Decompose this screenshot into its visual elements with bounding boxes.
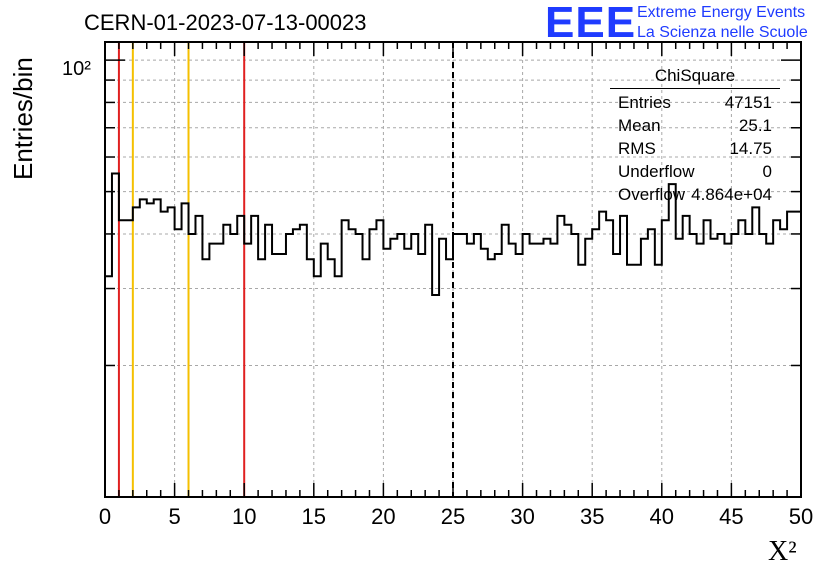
eee-logo: EEE	[545, 0, 637, 47]
eee-tagline-1: Extreme Energy Events	[637, 4, 806, 21]
stat-value: 4.864e+04	[691, 185, 772, 204]
x-tick-label: 50	[789, 504, 813, 529]
stat-value: 0	[762, 162, 772, 181]
stat-value: 47151	[724, 93, 772, 112]
stat-row-overflow: Overflow 4.864e+04	[610, 183, 780, 206]
stat-row-underflow: Underflow 0	[610, 160, 780, 183]
stat-row-rms: RMS 14.75	[610, 137, 780, 160]
chart-title: CERN-01-2023-07-13-00023	[84, 10, 367, 35]
x-tick-label: 30	[510, 504, 534, 529]
axis-ticks	[104, 42, 802, 497]
stat-label: Overflow	[618, 185, 686, 204]
y-tick-label: 10²	[62, 58, 91, 80]
x-tick-label: 0	[99, 504, 111, 529]
histogram-series	[105, 172, 801, 296]
stat-row-entries: Entries 47151	[610, 91, 780, 114]
y-axis-label: Entries/bin	[8, 57, 38, 180]
x-tick-label: 5	[168, 504, 180, 529]
stats-title: ChiSquare	[610, 66, 780, 89]
stat-label: Mean	[618, 116, 661, 135]
x-tick-labels: 0 5 10 15 20 25 30 35 40 45 50	[99, 504, 813, 529]
stat-value: 14.75	[729, 139, 772, 158]
stat-label: Underflow	[618, 162, 695, 181]
x-tick-label: 35	[580, 504, 604, 529]
stat-row-mean: Mean 25.1	[610, 114, 780, 137]
eee-tagline-2: La Scienza nelle Scuole	[637, 24, 808, 41]
x-tick-label: 40	[650, 504, 674, 529]
x-tick-label: 10	[232, 504, 256, 529]
stat-label: Entries	[618, 93, 671, 112]
x-tick-label: 20	[371, 504, 395, 529]
x-tick-label: 25	[441, 504, 465, 529]
x-tick-label: 15	[302, 504, 326, 529]
x-tick-label: 45	[719, 504, 743, 529]
reference-lines	[117, 42, 454, 497]
stats-box: ChiSquare Entries 47151 Mean 25.1 RMS 14…	[610, 66, 780, 206]
x-axis-label: X²	[768, 536, 797, 567]
stat-label: RMS	[618, 139, 656, 158]
stat-value: 25.1	[738, 116, 772, 135]
